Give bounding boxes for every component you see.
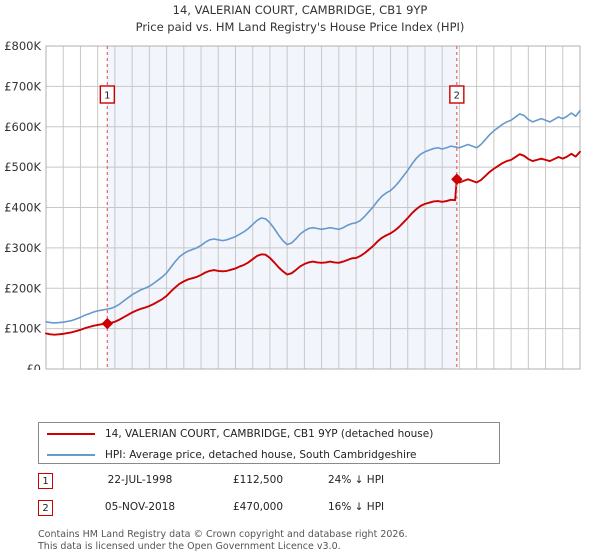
series-line-property [45, 150, 581, 336]
y-tick-label: £600K [4, 120, 41, 134]
transaction-label-text: 2 [454, 91, 460, 102]
transaction-label-box [449, 85, 465, 104]
hpi-line-chart: 1995199619971998199920002001200220032004… [4, 39, 581, 370]
legend-label-hpi: HPI: Average price, detached house, Sout… [105, 448, 417, 461]
series-line-hpi [45, 109, 581, 324]
legend-label-property: 14, VALERIAN COURT, CAMBRIDGE, CB1 9YP (… [105, 427, 434, 440]
transaction-marker-1: 1 [38, 473, 53, 489]
transaction-price-2: £470,000 [232, 501, 284, 513]
footer-attribution: Contains HM Land Registry data © Crown c… [38, 529, 558, 552]
legend-item-hpi: HPI: Average price, detached house, Sout… [39, 444, 499, 465]
transaction-label-text: 1 [104, 91, 110, 102]
y-tick-label: £700K [4, 79, 41, 93]
transaction-point-marker [451, 173, 463, 185]
page-title: 14, VALERIAN COURT, CAMBRIDGE, CB1 9YP P… [0, 2, 600, 36]
title-line-subtitle: Price paid vs. HM Land Registry's House … [135, 20, 465, 34]
y-tick-label: £100K [4, 322, 41, 336]
transaction-date-1: 22-JUL-1998 [107, 474, 173, 486]
footer-line-copyright: Contains HM Land Registry data © Crown c… [38, 529, 408, 540]
transaction-point-marker [101, 317, 114, 330]
y-tick-label: £400K [4, 201, 41, 215]
title-line-address: 14, VALERIAN COURT, CAMBRIDGE, CB1 9YP [172, 3, 428, 17]
transaction-date-2: 05-NOV-2018 [104, 501, 176, 513]
y-tick-label: £500K [4, 160, 41, 174]
table-row: 1 22-JUL-1998 £112,500 24% ↓ HPI [38, 472, 500, 499]
transactions-table: 1 22-JUL-1998 £112,500 24% ↓ HPI 2 05-NO… [38, 472, 500, 526]
transaction-label-box [99, 85, 116, 104]
y-tick-label: £300K [4, 241, 41, 255]
footer-line-licence: This data is licensed under the Open Gov… [38, 540, 341, 552]
chart-area: 1995199619971998199920002001200220032004… [0, 38, 600, 370]
transaction-marker-2: 2 [38, 500, 53, 516]
y-tick-label: £200K [4, 281, 41, 295]
y-tick-label: £0 [26, 362, 41, 370]
legend-swatch-hpi [47, 453, 95, 456]
y-tick-label: £800K [4, 39, 41, 53]
transaction-price-1: £112,500 [232, 474, 284, 486]
legend-item-property: 14, VALERIAN COURT, CAMBRIDGE, CB1 9YP (… [39, 423, 499, 444]
legend-swatch-property [47, 432, 95, 435]
transaction-hpi-delta-2: 16% ↓ HPI [328, 501, 385, 513]
transaction-hpi-delta-1: 24% ↓ HPI [328, 474, 385, 486]
chart-legend: 14, VALERIAN COURT, CAMBRIDGE, CB1 9YP (… [38, 422, 500, 464]
table-row: 2 05-NOV-2018 £470,000 16% ↓ HPI [38, 499, 500, 526]
